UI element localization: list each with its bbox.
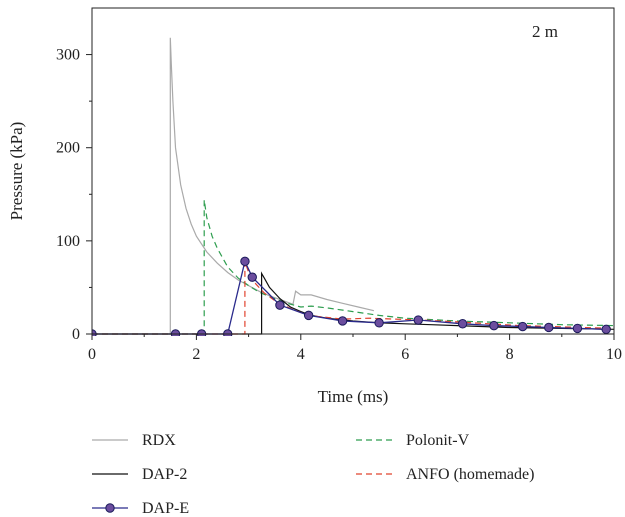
data-point xyxy=(601,324,611,335)
y-tick-label: 100 xyxy=(56,233,80,250)
series-line-rdx xyxy=(92,37,375,335)
data-point xyxy=(337,316,348,326)
data-point xyxy=(413,315,423,325)
legend: RDX Polonit-V DAP-2 ANFO (homemade) DAP-E xyxy=(92,432,534,517)
series-line-anfo-homemade xyxy=(92,261,614,335)
data-point xyxy=(303,310,314,321)
x-tick-label: 10 xyxy=(606,346,622,363)
x-axis-title: Time (ms) xyxy=(318,387,389,406)
data-point xyxy=(572,323,583,334)
legend-marker-dap-e xyxy=(105,503,115,513)
data-point xyxy=(544,322,554,333)
legend-label-rdx: RDX xyxy=(142,432,176,449)
y-tick-label: 300 xyxy=(56,47,80,64)
data-point xyxy=(374,318,384,328)
distance-annotation: 2 m xyxy=(532,22,558,41)
y-tick-label: 0 xyxy=(72,326,80,343)
x-tick-label: 2 xyxy=(192,346,200,363)
series-layer xyxy=(92,37,614,336)
legend-label-dap-2: DAP-2 xyxy=(142,466,187,483)
x-tick-label: 8 xyxy=(506,346,514,363)
legend-label-dap-e: DAP-E xyxy=(142,500,189,517)
data-point xyxy=(240,256,250,267)
data-point xyxy=(489,320,499,331)
y-tick-label: 200 xyxy=(56,140,80,157)
x-tick-label: 0 xyxy=(88,346,96,363)
x-tick-label: 4 xyxy=(297,346,305,363)
data-point xyxy=(457,319,468,329)
data-point xyxy=(517,321,528,332)
y-axis-title: Pressure (kPa) xyxy=(7,122,26,221)
legend-label-polonit-v: Polonit-V xyxy=(406,432,470,449)
legend-label-anfo-homemade: ANFO (homemade) xyxy=(406,466,534,483)
data-point xyxy=(247,272,257,282)
data-point xyxy=(275,300,285,310)
x-tick-label: 6 xyxy=(401,346,409,363)
